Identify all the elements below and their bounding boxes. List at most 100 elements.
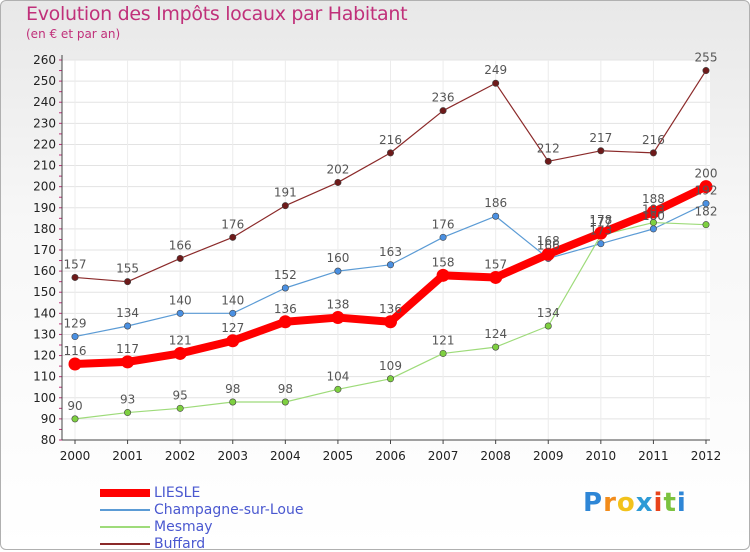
data-point [386,149,394,157]
legend-swatch [100,509,150,511]
proxiti-logo: Proxiti [583,488,687,518]
data-point [699,180,713,194]
data-label: 95 [173,388,188,402]
y-tick-label: 180 [33,222,56,236]
legend-label: Champagne-sur-Loue [154,502,304,518]
data-label: 216 [642,133,665,147]
data-label: 121 [432,333,455,347]
data-point [492,79,500,87]
y-tick-label: 210 [33,159,56,173]
data-label: 166 [169,238,192,252]
data-point [646,205,660,219]
data-point [386,261,394,269]
data-point [334,267,342,275]
data-label: 217 [589,131,612,145]
data-label: 166 [537,238,560,252]
data-label: 249 [484,63,507,77]
data-point [124,278,132,286]
data-label: 104 [326,369,349,383]
data-point [544,157,552,165]
legend-label: Mesmay [154,519,213,535]
data-label: 236 [432,91,455,105]
x-tick-label: 2010 [586,449,617,463]
y-tick-label: 130 [33,327,56,341]
data-label: 138 [326,298,349,312]
data-point [176,254,184,262]
y-tick-label: 160 [33,264,56,278]
data-label: 163 [379,245,402,259]
x-tick-label: 2009 [533,449,564,463]
data-point [649,149,657,157]
y-tick-label: 90 [41,412,56,426]
data-label: 186 [484,196,507,210]
data-point [492,343,500,351]
data-point [544,322,552,330]
y-tick-label: 240 [33,95,56,109]
data-point [176,404,184,412]
data-point [229,309,237,317]
data-point [229,233,237,241]
data-point [124,409,132,417]
y-tick-label: 100 [33,391,56,405]
x-tick-label: 2003 [217,449,248,463]
x-tick-label: 2000 [60,449,91,463]
y-tick-label: 140 [33,306,56,320]
data-label: 202 [326,162,349,176]
data-point [334,178,342,186]
data-point [281,284,289,292]
data-point [334,385,342,393]
data-label: 129 [64,317,87,331]
data-label: 192 [695,184,718,198]
chart-subtitle: (en € et par an) [26,27,121,41]
data-label: 168 [537,234,560,248]
data-point [436,268,450,282]
data-label: 176 [221,217,244,231]
data-label: 90 [67,399,82,413]
y-tick-label: 120 [33,349,56,363]
data-point [489,270,503,284]
data-point [71,273,79,281]
legend-swatch [100,543,150,545]
data-label: 152 [274,268,297,282]
data-point [278,315,292,329]
data-point [386,375,394,383]
data-label: 177 [589,215,612,229]
data-point [121,355,135,369]
data-label: 216 [379,133,402,147]
data-point [597,147,605,155]
data-label: 188 [642,192,665,206]
data-label: 178 [589,213,612,227]
x-tick-label: 2012 [691,449,722,463]
legend-label: LIESLE [154,485,201,501]
data-point [702,67,710,75]
data-label: 160 [326,251,349,265]
data-label: 134 [537,306,560,320]
data-point [331,311,345,325]
y-tick-label: 150 [33,285,56,299]
data-point [541,247,555,261]
data-label: 121 [169,333,192,347]
chart-title: Evolution des Impôts locaux par Habitant [26,3,408,25]
data-point [649,219,657,227]
data-point [439,233,447,241]
legend-swatch [100,489,150,497]
data-label: 93 [120,393,135,407]
data-label: 212 [537,141,560,155]
y-tick-label: 190 [33,201,56,215]
data-point [439,107,447,115]
data-label: 98 [225,382,240,396]
data-point [68,357,82,371]
data-label: 136 [379,302,402,316]
data-label: 180 [642,209,665,223]
data-label: 117 [116,342,139,356]
data-label: 255 [695,51,718,65]
data-point [594,226,608,240]
data-point [229,398,237,406]
x-tick-label: 2005 [323,449,354,463]
data-label: 157 [64,257,87,271]
data-point [702,221,710,229]
y-tick-label: 200 [33,180,56,194]
data-label: 173 [589,224,612,238]
data-point [281,202,289,210]
